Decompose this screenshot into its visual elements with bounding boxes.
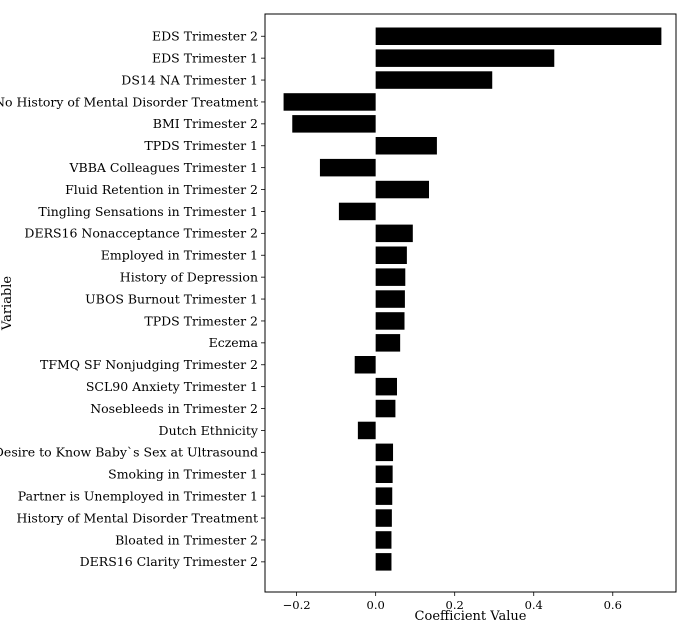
- category-label: TPDS Trimester 1: [144, 138, 258, 153]
- category-label: Tingling Sensations in Trimester 1: [38, 204, 258, 219]
- category-label: BMI Trimester 2: [153, 116, 258, 131]
- y-axis-label: Variable: [0, 276, 15, 332]
- bar: [375, 377, 397, 396]
- bar: [375, 268, 406, 286]
- category-label: Smoking in Trimester 1: [108, 467, 258, 482]
- x-tick-label: 0.4: [525, 598, 543, 612]
- x-tick-label: 0.6: [604, 598, 622, 612]
- category-label: SCL90 Anxiety Trimester 1: [86, 379, 258, 394]
- bar: [375, 334, 401, 352]
- bar: [375, 443, 394, 462]
- bar: [357, 421, 376, 440]
- x-tick-label: −0.2: [283, 598, 311, 612]
- category-label: DS14 NA Trimester 1: [121, 72, 258, 87]
- x-axis-label: Coefficient Value: [415, 609, 527, 624]
- bar: [375, 290, 405, 308]
- category-label: Bloated in Trimester 2: [115, 532, 258, 547]
- bars-layer: [283, 27, 662, 571]
- bar: [375, 509, 392, 527]
- bar: [375, 180, 430, 199]
- category-label: EDS Trimester 1: [152, 50, 258, 65]
- category-label: DERS16 Clarity Trimester 2: [80, 554, 258, 569]
- bar: [375, 531, 392, 549]
- bar: [375, 553, 392, 571]
- bar: [375, 137, 437, 155]
- category-label: DERS16 Nonacceptance Trimester 2: [24, 226, 258, 241]
- category-label: Partner is Unemployed in Trimester 1: [18, 488, 258, 503]
- category-label: History of Mental Disorder Treatment: [17, 510, 259, 525]
- bar: [375, 399, 396, 418]
- bar: [354, 356, 376, 374]
- bar: [338, 202, 376, 221]
- bar: [283, 93, 376, 111]
- bar: [375, 224, 413, 243]
- category-label: EDS Trimester 2: [152, 29, 258, 44]
- bar: [375, 312, 405, 330]
- bar: [375, 487, 393, 505]
- category-label: UBOS Burnout Trimester 1: [85, 291, 258, 306]
- category-label: No History of Mental Disorder Treatment: [0, 94, 258, 109]
- bar: [292, 115, 376, 133]
- category-label: TPDS Trimester 2: [144, 313, 258, 328]
- category-label: TFMQ SF Nonjudging Trimester 2: [40, 357, 258, 372]
- x-tick-label: 0.2: [446, 598, 464, 612]
- x-ticks-layer: −0.2 0.0 0.2 0.4 0.6: [283, 592, 622, 612]
- plot-frame: [264, 13, 677, 593]
- bar: [375, 27, 662, 45]
- category-label: Employed in Trimester 1: [101, 248, 258, 263]
- category-label: Dutch Ethnicity: [159, 423, 259, 438]
- category-label: VBBA Colleagues Trimester 1: [69, 160, 258, 175]
- bar: [375, 246, 407, 264]
- category-label: Nosebleeds in Trimester 2: [90, 401, 258, 416]
- bar: [375, 49, 555, 67]
- x-tick-label: 0.0: [367, 598, 385, 612]
- category-label: Fluid Retention in Trimester 2: [65, 182, 258, 197]
- bar: [319, 158, 376, 177]
- category-label: Eczema: [209, 335, 259, 350]
- bar: [375, 71, 493, 89]
- category-labels-layer: EDS Trimester 2 EDS Trimester 1 DS14 NA Tr…: [0, 29, 265, 569]
- bar: [375, 465, 393, 483]
- category-label: Desire to Know Baby`s Sex at Ultrasound: [0, 445, 258, 460]
- category-label: History of Depression: [120, 269, 258, 284]
